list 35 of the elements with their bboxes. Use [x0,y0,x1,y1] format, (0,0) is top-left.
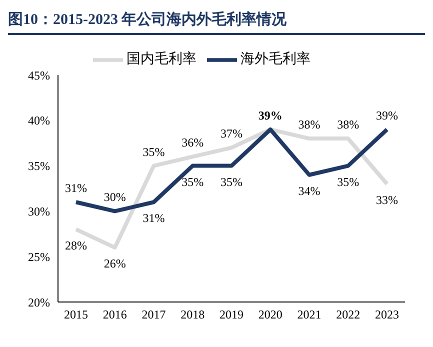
x-tick-label: 2022 [336,308,360,322]
data-label: 34% [298,184,320,198]
y-tick-label: 35% [28,159,50,174]
data-label: 38% [337,118,360,132]
x-tick-label: 2015 [64,308,88,322]
data-label: 36% [182,136,204,150]
x-tick-label: 2017 [142,308,166,322]
y-tick-label: 30% [28,204,50,218]
data-label: 30% [104,190,126,204]
data-label: 35% [182,174,204,189]
legend-label: 海外毛利率 [240,52,310,68]
legend-label: 国内毛利率 [126,52,196,68]
x-tick-label: 2018 [180,308,205,322]
data-label: 28% [65,238,87,252]
data-label: 33% [376,192,398,207]
data-label: 31% [142,211,165,226]
y-tick-label: 45% [28,68,50,82]
chart-title: 图10：2015-2023 年公司海内外毛利率情况 [8,8,425,35]
y-tick-label: 25% [28,250,50,264]
x-tick-label: 2023 [375,308,399,322]
data-label: 35% [220,174,242,189]
data-label: 31% [65,181,87,196]
x-tick-label: 2016 [102,308,127,322]
data-label: 26% [104,256,126,271]
data-label: 35% [337,174,360,189]
y-tick-label: 40% [28,114,50,128]
data-label: 37% [220,126,242,141]
data-label: 35% [142,144,165,159]
data-label: 39% [376,108,398,122]
data-label: 38% [298,118,320,132]
x-tick-label: 2019 [220,308,244,322]
x-tick-label: 2021 [297,308,322,322]
x-tick-label: 2020 [258,308,282,322]
y-tick-label: 20% [28,295,50,310]
data-label: 39% [258,108,282,122]
